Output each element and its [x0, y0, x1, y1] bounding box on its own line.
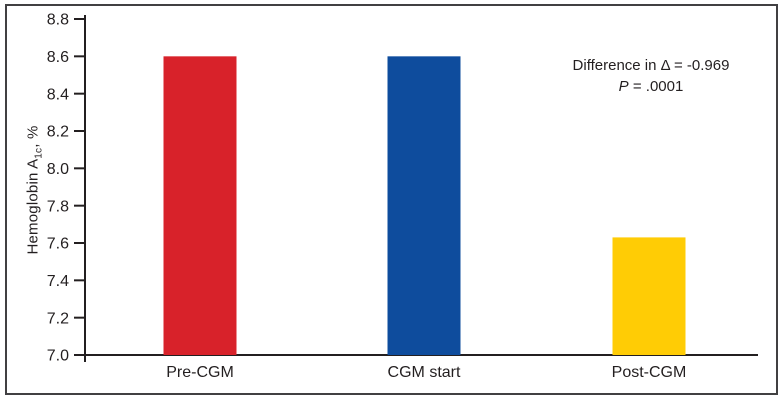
y-tick-label: 8.6	[47, 49, 69, 66]
y-tick-label: 8.0	[47, 161, 69, 178]
y-tick-label: 7.6	[47, 236, 69, 253]
x-label-cgm-start: CGM start	[388, 364, 461, 381]
annotation-pvalue-line: P = .0001	[573, 76, 730, 97]
y-axis-title: Hemoglobin A1c, %	[24, 125, 45, 255]
y-axis-title-main: Hemoglobin A	[24, 158, 42, 255]
annotation: Difference in Δ = -0.969 P = .0001	[573, 55, 730, 97]
x-label-pre-cgm: Pre-CGM	[166, 364, 234, 381]
y-tick-label: 8.2	[47, 124, 69, 141]
y-tick-label: 8.8	[47, 12, 69, 29]
bar-post-cgm	[612, 237, 686, 355]
y-axis-title-suffix: , %	[24, 125, 42, 148]
y-tick-label: 7.8	[47, 198, 69, 215]
annotation-p-value: = .0001	[628, 78, 684, 95]
y-tick-label: 7.4	[47, 273, 69, 290]
annotation-p-symbol: P	[618, 78, 629, 95]
y-tick-label: 7.2	[47, 310, 69, 327]
x-label-post-cgm: Post-CGM	[612, 364, 687, 381]
y-tick-label: 7.0	[47, 348, 69, 365]
y-axis-title-subscript: 1c	[33, 147, 45, 159]
bar-cgm-start	[387, 56, 461, 355]
annotation-difference-line: Difference in Δ = -0.969	[572, 57, 730, 74]
bar-pre-cgm	[163, 56, 237, 355]
y-tick-label: 8.4	[47, 86, 69, 103]
